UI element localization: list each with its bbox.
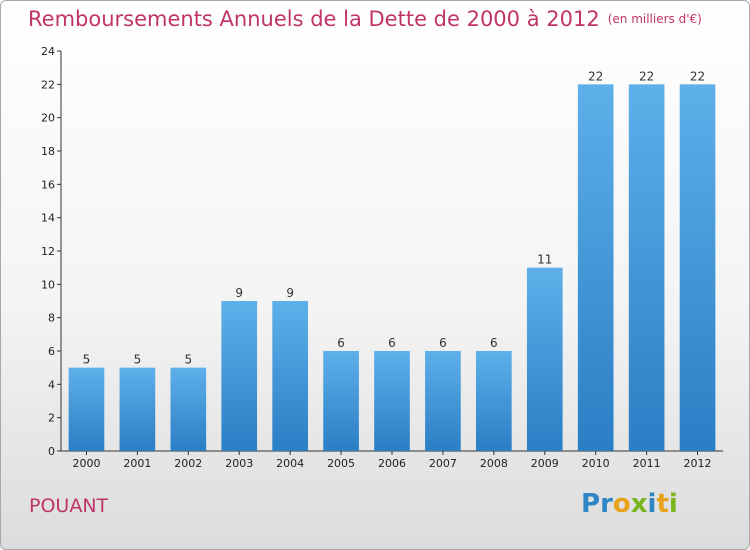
x-tick-label-2001: 2001 [123, 457, 151, 470]
logo-letter: x [630, 489, 648, 519]
x-tick-label-2007: 2007 [429, 457, 457, 470]
chart-labels: 2000 5 2001 5 2002 5 2003 9 2004 9 2005 6 2006 6 2007 6… [72, 69, 711, 470]
logo-letter: i [668, 489, 678, 519]
data-label-2002: 5 [184, 353, 192, 367]
bar-2003 [221, 301, 258, 451]
x-tick-label-2010: 2010 [582, 457, 610, 470]
data-label-2009: 11 [537, 253, 552, 267]
data-label-2008: 6 [490, 336, 498, 350]
chart-bars [68, 84, 716, 451]
bar-2006 [374, 351, 410, 451]
x-tick-label-2000: 2000 [72, 457, 100, 470]
x-tick-label-2002: 2002 [174, 457, 202, 470]
y-tick-label: 6 [48, 345, 55, 358]
data-label-2012: 22 [690, 69, 705, 83]
y-tick-label: 24 [41, 45, 55, 58]
y-tick-label: 12 [41, 245, 55, 258]
y-tick-label: 16 [41, 178, 55, 191]
bar-2004 [272, 301, 308, 451]
logo-letter: i [647, 489, 657, 519]
data-label-2007: 6 [439, 336, 447, 350]
chart-title-text: Remboursements Annuels de la Dette de 20… [28, 7, 600, 31]
y-tick-label: 8 [48, 312, 55, 325]
data-label-2005: 6 [337, 336, 345, 350]
x-tick-label-2009: 2009 [531, 457, 559, 470]
y-tick-label: 20 [41, 112, 55, 125]
x-tick-label-2011: 2011 [633, 457, 661, 470]
bar-2001 [119, 367, 156, 451]
data-label-2003: 9 [235, 286, 243, 300]
bar-2010 [577, 84, 614, 451]
data-label-2001: 5 [134, 353, 142, 367]
logo-letter: P [581, 489, 601, 519]
x-tick-label-2012: 2012 [684, 457, 712, 470]
data-label-2011: 22 [639, 69, 654, 83]
logo-letter: t [656, 489, 669, 519]
x-tick-label-2008: 2008 [480, 457, 508, 470]
bar-2009 [526, 267, 563, 451]
data-label-2004: 9 [286, 286, 294, 300]
logo-letter: r [600, 489, 613, 519]
chart-subtitle: (en milliers d'€) [607, 12, 702, 26]
bar-2007 [425, 351, 461, 451]
y-tick-label: 2 [48, 412, 55, 425]
y-tick-label: 14 [41, 212, 55, 225]
y-tick-label: 10 [41, 278, 55, 291]
logo-letter: o [612, 489, 631, 519]
data-label-2010: 22 [588, 69, 603, 83]
bar-2005 [323, 351, 359, 451]
x-tick-label-2004: 2004 [276, 457, 304, 470]
proxiti-logo: Proxiti [581, 489, 678, 519]
commune-name: POUANT [29, 495, 109, 517]
y-tick-label: 18 [41, 145, 55, 158]
x-tick-label-2005: 2005 [327, 457, 355, 470]
bar-2002 [170, 367, 207, 451]
y-tick-label: 0 [48, 445, 55, 458]
y-tick-label: 4 [48, 378, 55, 391]
x-tick-label-2006: 2006 [378, 457, 406, 470]
bar-2011 [628, 84, 665, 451]
bar-2000 [68, 367, 105, 451]
data-label-2006: 6 [388, 336, 396, 350]
bar-2008 [476, 351, 512, 451]
y-tick-label: 22 [41, 78, 55, 91]
data-label-2000: 5 [83, 353, 91, 367]
bar-2012 [679, 84, 716, 451]
x-tick-label-2003: 2003 [225, 457, 253, 470]
chart-title: Remboursements Annuels de la Dette de 20… [28, 7, 702, 31]
